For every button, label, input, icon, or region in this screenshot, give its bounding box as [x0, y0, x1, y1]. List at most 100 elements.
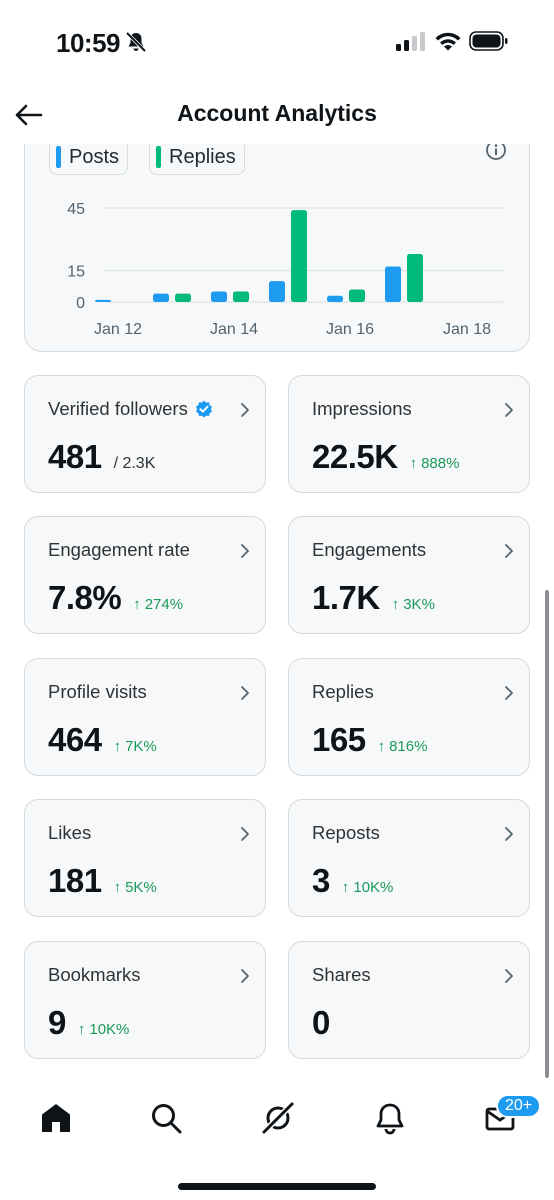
chevron-right-icon — [505, 686, 513, 700]
stat-change-value: 888% — [421, 455, 460, 472]
bar-posts[interactable] — [385, 266, 401, 302]
arrow-up-icon: ↑ — [113, 879, 122, 896]
stat-value: 7.8% — [48, 579, 122, 616]
stat-change-value: 3K% — [403, 596, 435, 613]
status-bar: 10:59 — [0, 0, 554, 80]
bottom-nav: 20+ — [0, 1080, 554, 1200]
arrow-up-icon: ↑ — [341, 879, 350, 896]
stat-change: ↑ 5K% — [114, 879, 157, 896]
stat-card-shares[interactable]: Shares 0 — [288, 941, 530, 1059]
stat-label-text: Engagement rate — [48, 539, 190, 560]
chevron-right-icon — [241, 827, 249, 841]
x-tick-label: Jan 16 — [326, 321, 374, 338]
stat-value-row: 22.5K ↑ 888% — [312, 438, 459, 476]
stat-label: Impressions — [312, 398, 412, 420]
stat-card-engagement-rate[interactable]: Engagement rate 7.8% ↑ 274% — [24, 516, 266, 634]
stat-value-row: 7.8% ↑ 274% — [48, 579, 183, 617]
stat-change-value: 7K% — [125, 738, 157, 755]
stat-change-value: 10K% — [353, 879, 394, 896]
bar-posts[interactable] — [327, 295, 343, 302]
messages-badge: 20+ — [496, 1094, 542, 1118]
stat-value: 481 — [48, 438, 102, 475]
stat-card-impressions[interactable]: Impressions 22.5K ↑ 888% — [288, 375, 530, 493]
bar-posts[interactable] — [211, 291, 227, 302]
home-indicator — [178, 1183, 376, 1190]
x-tick-label: Jan 18 — [443, 321, 491, 338]
stat-change: ↑ 10K% — [342, 879, 394, 896]
bar-posts[interactable] — [95, 299, 111, 302]
bar-replies[interactable] — [233, 291, 249, 302]
stat-label-text: Shares — [312, 964, 371, 985]
stat-value: 3 — [312, 862, 330, 899]
y-tick-label: 15 — [67, 264, 85, 281]
x-tick-label: Jan 12 — [94, 321, 142, 338]
status-time: 10:59 — [56, 28, 121, 58]
stat-label-text: Verified followers — [48, 398, 188, 419]
stat-label-text: Bookmarks — [48, 964, 141, 985]
bar-posts[interactable] — [153, 293, 169, 302]
stat-card-profile-visits[interactable]: Profile visits 464 ↑ 7K% — [24, 658, 266, 776]
stat-label: Bookmarks — [48, 964, 141, 986]
chevron-right-icon — [505, 827, 513, 841]
stat-card-engagements[interactable]: Engagements 1.7K ↑ 3K% — [288, 516, 530, 634]
stat-value: 0 — [312, 1004, 330, 1041]
stat-card-likes[interactable]: Likes 181 ↑ 5K% — [24, 799, 266, 917]
stat-label-text: Reposts — [312, 822, 380, 843]
chevron-right-icon — [505, 544, 513, 558]
stat-label-text: Engagements — [312, 539, 427, 560]
page-title: Account Analytics — [177, 100, 377, 126]
stat-value: 1.7K — [312, 579, 380, 616]
replies-swatch — [156, 146, 161, 168]
y-tick-label: 0 — [76, 295, 85, 312]
bar-replies[interactable] — [407, 253, 423, 302]
stat-value-row: 464 ↑ 7K% — [48, 721, 157, 759]
stat-card-verified-followers[interactable]: Verified followers 481 / 2.3K — [24, 375, 266, 493]
stat-card-bookmarks[interactable]: Bookmarks 9 ↑ 10K% — [24, 941, 266, 1059]
stat-label: Engagement rate — [48, 539, 190, 561]
stat-label: Verified followers — [48, 398, 213, 420]
stat-card-reposts[interactable]: Reposts 3 ↑ 10K% — [288, 799, 530, 917]
legend-posts-label: Posts — [69, 145, 120, 168]
chevron-right-icon — [241, 686, 249, 700]
stat-card-replies[interactable]: Replies 165 ↑ 816% — [288, 658, 530, 776]
chevron-right-icon — [505, 969, 513, 983]
verified-badge-icon — [195, 400, 212, 418]
chevron-right-icon — [241, 544, 249, 558]
stat-change-value: 5K% — [125, 879, 157, 896]
chevron-right-icon — [505, 403, 513, 417]
stat-value-row: 165 ↑ 816% — [312, 721, 427, 759]
chevron-right-icon — [241, 969, 249, 983]
posts-swatch — [56, 146, 61, 168]
wifi-icon — [435, 32, 461, 51]
chevron-right-icon — [241, 403, 249, 417]
arrow-up-icon: ↑ — [377, 738, 386, 755]
stat-change: ↑ 274% — [133, 596, 183, 613]
cellular-signal-icon — [396, 32, 425, 51]
stat-value: 165 — [312, 721, 366, 758]
nav-home[interactable] — [36, 1098, 76, 1138]
legend-posts[interactable]: Posts — [49, 139, 129, 175]
stat-value: 9 — [48, 1004, 66, 1041]
scrollbar[interactable] — [545, 590, 549, 1078]
nav-search[interactable] — [146, 1098, 186, 1138]
stat-change: ↑ 10K% — [78, 1021, 130, 1038]
stat-value: 181 — [48, 862, 102, 899]
stat-change: ↑ 7K% — [114, 738, 157, 755]
stat-label-text: Impressions — [312, 398, 412, 419]
back-button[interactable] — [12, 98, 46, 132]
stat-label: Shares — [312, 964, 371, 986]
grok-icon — [261, 1101, 295, 1135]
stat-label-text: Likes — [48, 822, 92, 843]
x-tick-label: Jan 14 — [210, 321, 258, 338]
bar-replies[interactable] — [291, 210, 307, 302]
bell-off-icon — [125, 31, 147, 53]
bar-posts[interactable] — [269, 281, 285, 302]
bar-replies[interactable] — [175, 293, 191, 302]
nav-notifications[interactable] — [370, 1098, 410, 1138]
arrow-up-icon: ↑ — [113, 738, 122, 755]
bar-replies[interactable] — [349, 289, 365, 302]
nav-grok[interactable] — [258, 1098, 298, 1138]
y-tick-label: 45 — [67, 201, 85, 218]
arrow-up-icon: ↑ — [133, 596, 141, 613]
stat-change-value: 816% — [389, 738, 428, 755]
